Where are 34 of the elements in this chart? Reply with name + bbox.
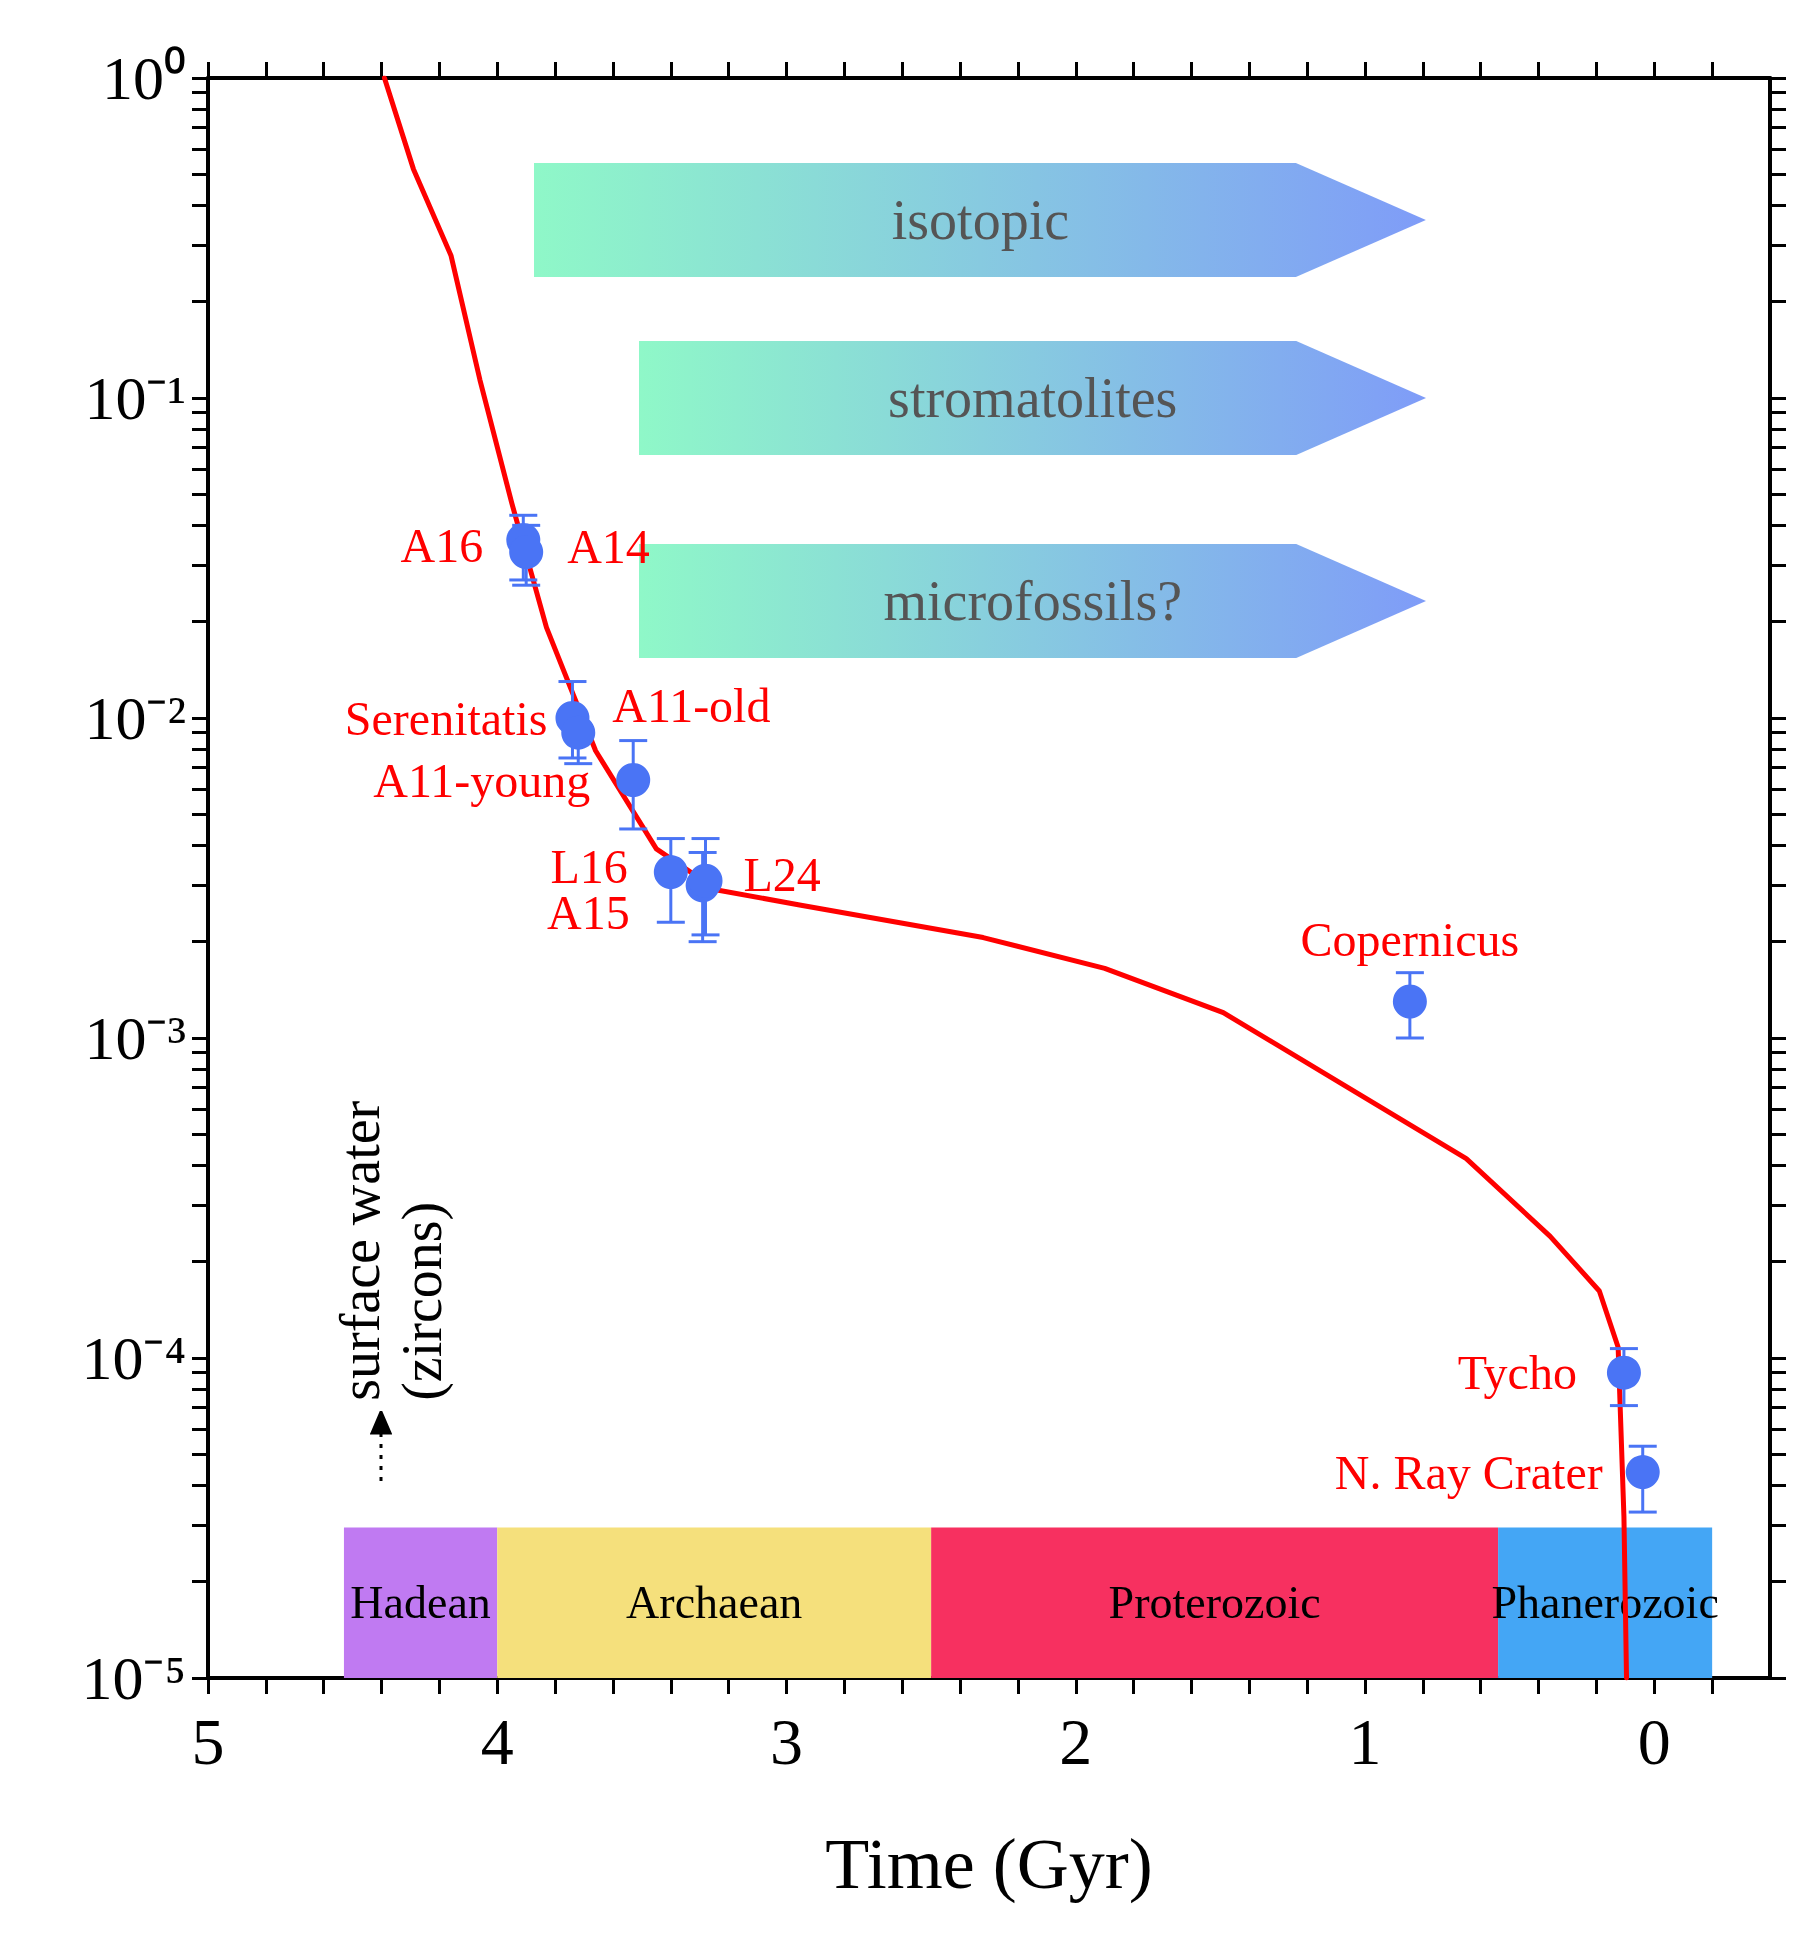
y-tick-label: 10⁻² bbox=[84, 684, 186, 752]
x-tick-label: 3 bbox=[770, 1704, 804, 1778]
y-tick-label: 10⁰ bbox=[102, 44, 186, 112]
annotation: stromatolites bbox=[888, 367, 1178, 429]
x-tick-label: 4 bbox=[480, 1704, 514, 1778]
annotation: surface water (zircons) bbox=[329, 1100, 455, 1401]
annotation: L24 bbox=[743, 848, 821, 902]
x-tick-label: 1 bbox=[1348, 1704, 1382, 1778]
band-label: Hadean bbox=[350, 1577, 491, 1629]
band-label: Proterozoic bbox=[1108, 1577, 1321, 1629]
point bbox=[1606, 1355, 1641, 1390]
point bbox=[653, 855, 688, 890]
annotation: A11-old bbox=[612, 679, 771, 733]
annotation: A14 bbox=[567, 519, 650, 573]
y-tick-label: 10⁻³ bbox=[84, 1004, 186, 1072]
annotation: microfossils? bbox=[883, 570, 1183, 633]
annotation: N. Ray Crater bbox=[1334, 1445, 1603, 1499]
band-label: Archaean bbox=[626, 1577, 803, 1629]
x-tick-label: 5 bbox=[191, 1704, 225, 1778]
annotation: Tycho bbox=[1457, 1346, 1577, 1400]
x-axis-title: Time (Gyr) bbox=[825, 1824, 1153, 1904]
point bbox=[1625, 1455, 1660, 1490]
annotation: A11-young bbox=[373, 753, 591, 807]
point bbox=[616, 763, 651, 798]
y-tick-label: 10⁻⁵ bbox=[81, 1644, 186, 1712]
annotation: Copernicus bbox=[1300, 913, 1520, 967]
point bbox=[1392, 984, 1427, 1019]
y-tick-label: 10⁻¹ bbox=[84, 364, 186, 432]
annotation: isotopic bbox=[891, 189, 1070, 252]
y-tick-label: 10⁻⁴ bbox=[81, 1324, 186, 1392]
annotation: Serenitatis bbox=[344, 691, 548, 745]
x-tick-label: 2 bbox=[1059, 1704, 1093, 1778]
x-tick-label: 0 bbox=[1637, 1704, 1671, 1778]
annotation: A16 bbox=[400, 519, 484, 573]
